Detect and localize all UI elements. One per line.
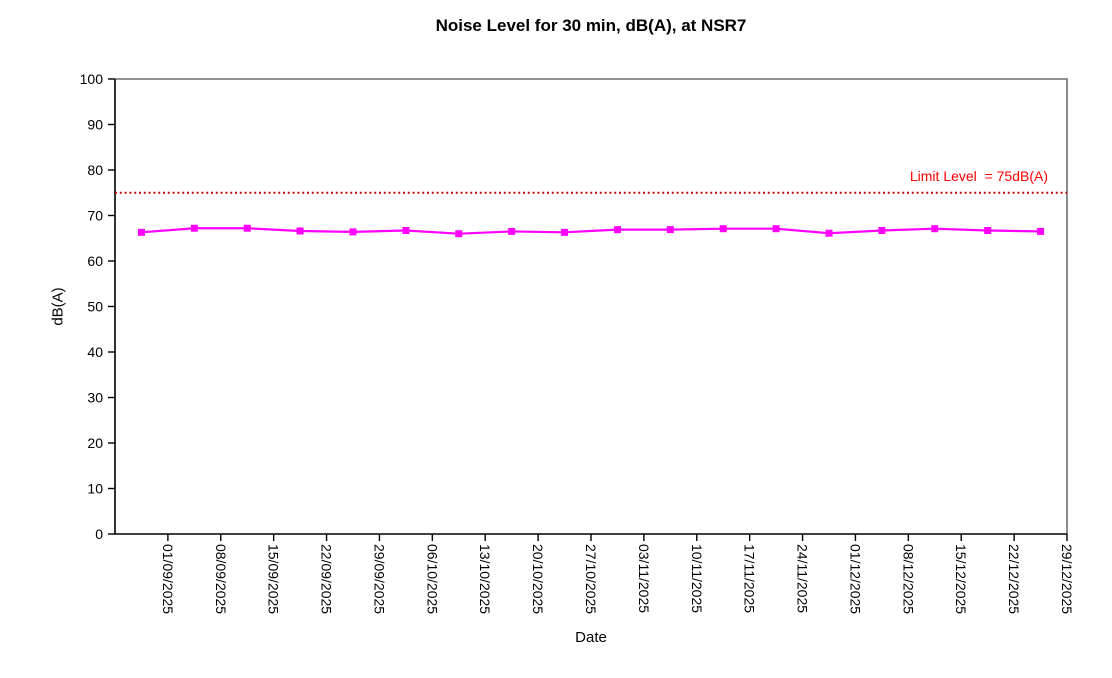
x-tick-label: 15/12/2025: [953, 544, 969, 614]
data-point-marker: [137, 228, 145, 236]
y-tick-label: 10: [87, 481, 103, 497]
data-point-marker: [719, 225, 727, 233]
plot-border: [115, 78, 1068, 534]
data-point-marker: [296, 227, 304, 235]
x-tick-label: 20/10/2025: [530, 544, 546, 614]
x-tick-label: 01/12/2025: [847, 544, 863, 614]
y-tick-label: 50: [87, 299, 103, 315]
x-tick-label: 29/09/2025: [371, 544, 387, 614]
y-tick-label: 0: [95, 526, 103, 542]
data-point-marker: [666, 226, 674, 234]
data-point-marker: [402, 227, 410, 235]
limit-line-label: Limit Level = 75dB(A): [909, 168, 1048, 184]
x-tick-label: 27/10/2025: [583, 544, 599, 614]
series-line: [141, 227, 1041, 235]
x-tick-label: 10/11/2025: [689, 544, 705, 613]
y-tick-label: 40: [87, 344, 103, 360]
x-tick-label: 17/11/2025: [742, 544, 758, 613]
y-tick-label: 70: [87, 208, 103, 224]
axis-lines: [114, 79, 1067, 535]
y-tick-label: 60: [87, 253, 103, 269]
x-tick-label: 13/10/2025: [477, 544, 493, 614]
x-tick-label: 22/09/2025: [319, 544, 335, 614]
x-tick-label: 08/09/2025: [213, 544, 229, 614]
data-point-marker: [190, 224, 198, 232]
data-point-marker: [984, 227, 992, 235]
x-tick-label: 15/09/2025: [266, 544, 282, 614]
data-point-marker: [508, 227, 516, 235]
x-tick-label: 03/11/2025: [636, 544, 652, 613]
x-tick-label: 29/12/2025: [1059, 544, 1075, 614]
data-point-marker: [878, 227, 886, 235]
chart-title: Noise Level for 30 min, dB(A), at NSR7: [435, 16, 747, 35]
y-tick-label: 90: [87, 117, 103, 133]
data-point-marker: [243, 224, 251, 232]
data-point-marker: [349, 228, 357, 236]
y-tick-label: 20: [87, 435, 103, 451]
x-tick-label: 24/11/2025: [795, 544, 811, 613]
x-tick-label: 22/12/2025: [1006, 544, 1022, 614]
x-tick-label: 06/10/2025: [424, 544, 440, 614]
x-tick-label: 08/12/2025: [900, 544, 916, 614]
y-tick-label: 30: [87, 390, 103, 406]
x-axis-title: Date: [575, 629, 607, 646]
x-tick-label: 01/09/2025: [160, 544, 176, 614]
data-point-marker: [931, 225, 939, 233]
data-point-marker: [613, 226, 621, 234]
data-point-marker: [1037, 227, 1045, 235]
y-axis-title: dB(A): [49, 287, 67, 326]
data-point-marker: [455, 230, 463, 238]
y-tick-label: 100: [80, 71, 104, 87]
data-point-marker: [772, 225, 780, 233]
y-tick-label: 80: [87, 162, 103, 178]
data-point-marker: [825, 229, 833, 237]
data-point-marker: [561, 228, 569, 236]
